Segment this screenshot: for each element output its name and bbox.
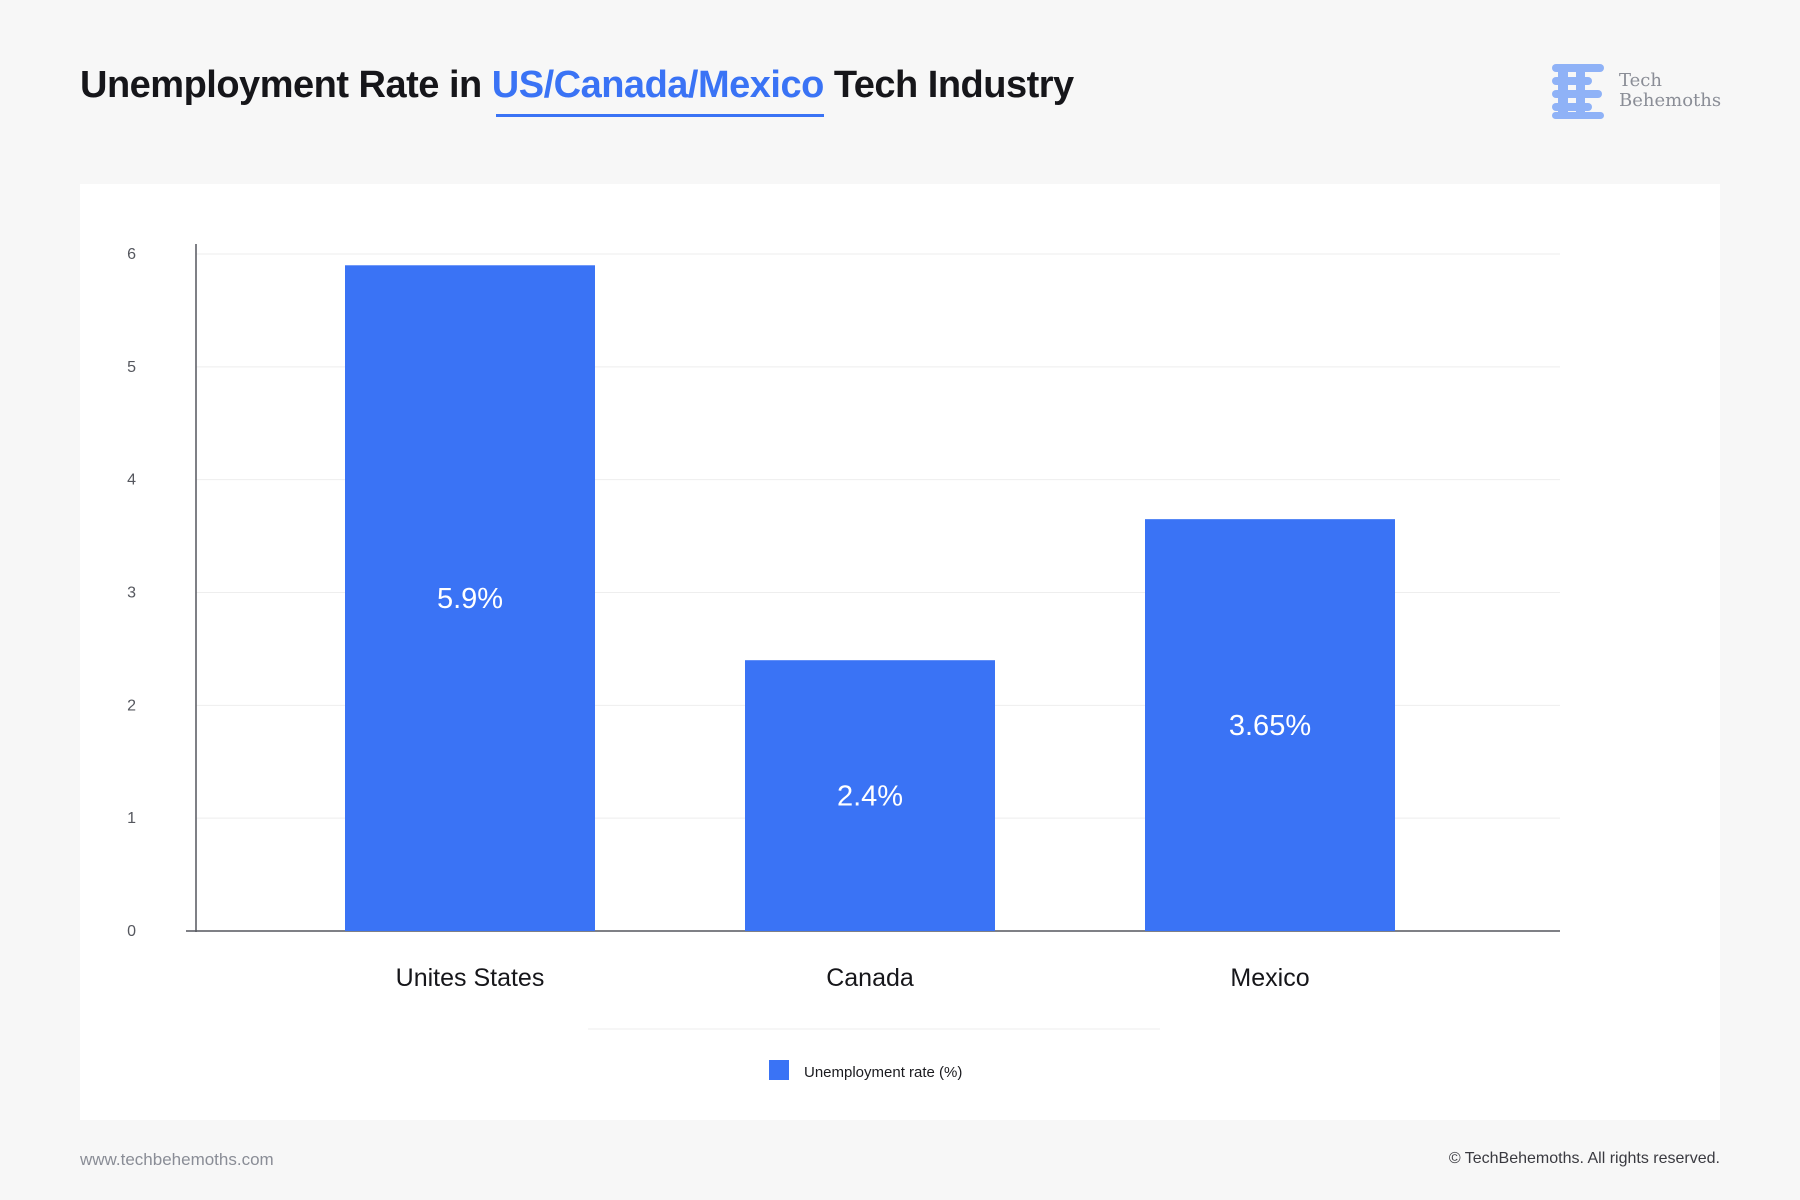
legend-label: Unemployment rate (%) [804, 1064, 962, 1081]
brand-name: Tech Behemoths [1619, 71, 1721, 111]
title-suffix: Tech Industry [823, 64, 1074, 106]
title-highlight: US/Canada/Mexico [491, 64, 824, 117]
x-tick-label: Mexico [1230, 964, 1309, 992]
tech-behemoths-logo-icon [1552, 64, 1604, 119]
y-tick-label: 2 [127, 697, 136, 714]
y-tick-label: 5 [127, 359, 136, 376]
legend-swatch [769, 1060, 789, 1080]
chart-card: 0 1 2 3 4 5 6 5.9% Unites States 2.4% Canada 3.65% M… [80, 184, 1720, 1120]
page-title: Unemployment Rate in US/Canada/Mexico Te… [80, 64, 1074, 117]
bar-mexico [1145, 519, 1395, 931]
website-url[interactable]: www.techbehemoths.com [80, 1150, 274, 1169]
bar-value-label: 5.9% [437, 583, 503, 615]
y-tick-label: 1 [127, 810, 136, 827]
y-tick-label: 3 [127, 585, 136, 602]
copyright-notice: © TechBehemoths. All rights reserved. [1448, 1150, 1720, 1167]
bar-unites-states [345, 265, 595, 931]
bar-canada [745, 660, 995, 931]
y-tick-label: 6 [127, 246, 136, 263]
x-tick-label: Unites States [396, 964, 545, 992]
brand-logo: Tech Behemoths [1552, 62, 1722, 122]
y-tick-label: 4 [127, 472, 136, 489]
brand-line-2: Behemoths [1619, 90, 1722, 111]
brand-line-1: Tech [1619, 70, 1662, 91]
bar-value-label: 3.65% [1229, 710, 1311, 742]
title-prefix: Unemployment Rate in [80, 64, 492, 106]
y-tick-label: 0 [127, 923, 136, 940]
x-tick-label: Canada [826, 964, 914, 992]
bar-chart: 0 1 2 3 4 5 6 5.9% Unites States 2.4% Canada 3.65% M… [127, 244, 1560, 1081]
bar-value-label: 2.4% [837, 781, 903, 813]
